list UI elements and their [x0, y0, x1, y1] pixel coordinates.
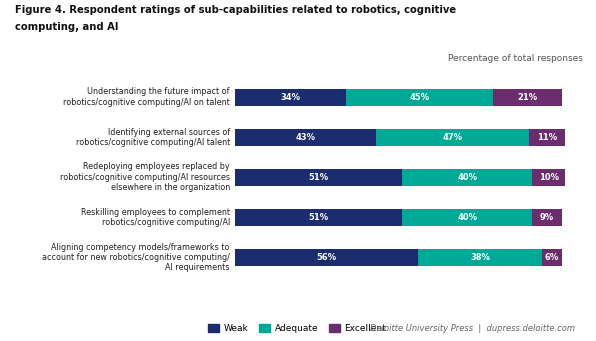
- Text: Percentage of total responses: Percentage of total responses: [448, 54, 583, 63]
- Text: 51%: 51%: [309, 173, 329, 182]
- Text: computing, and AI: computing, and AI: [15, 22, 119, 32]
- Text: 51%: 51%: [309, 213, 329, 222]
- Text: 40%: 40%: [457, 173, 477, 182]
- Text: Deloitte University Press  |  dupress.deloitte.com: Deloitte University Press | dupress.delo…: [370, 325, 575, 333]
- Bar: [529, 129, 565, 146]
- Bar: [532, 209, 562, 226]
- Bar: [235, 169, 402, 186]
- Bar: [375, 129, 529, 146]
- Text: 9%: 9%: [540, 213, 554, 222]
- Text: 40%: 40%: [457, 213, 477, 222]
- Bar: [235, 209, 402, 226]
- Bar: [235, 129, 375, 146]
- Bar: [402, 209, 532, 226]
- Text: 21%: 21%: [517, 93, 538, 102]
- Bar: [235, 249, 418, 266]
- Text: 56%: 56%: [316, 253, 337, 262]
- Bar: [235, 89, 346, 105]
- Text: 6%: 6%: [545, 253, 559, 262]
- Bar: [346, 89, 493, 105]
- Legend: Weak, Adequate, Excellent: Weak, Adequate, Excellent: [204, 320, 390, 337]
- Text: 34%: 34%: [281, 93, 301, 102]
- Bar: [542, 249, 562, 266]
- Bar: [532, 169, 565, 186]
- Bar: [402, 169, 532, 186]
- Text: 11%: 11%: [537, 133, 557, 142]
- Bar: [493, 89, 562, 105]
- Text: 38%: 38%: [470, 253, 490, 262]
- Text: 45%: 45%: [410, 93, 430, 102]
- Text: 43%: 43%: [296, 133, 316, 142]
- Bar: [418, 249, 542, 266]
- Text: 47%: 47%: [442, 133, 462, 142]
- Text: 10%: 10%: [539, 173, 558, 182]
- Text: Figure 4. Respondent ratings of sub-capabilities related to robotics, cognitive: Figure 4. Respondent ratings of sub-capa…: [15, 5, 456, 15]
